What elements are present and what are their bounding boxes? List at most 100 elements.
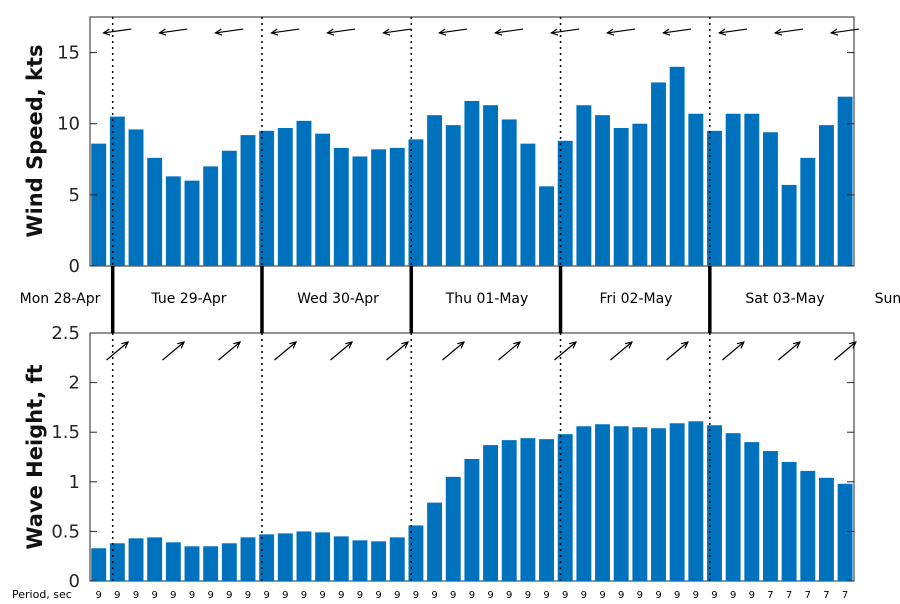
wave-direction-arrow <box>722 341 745 361</box>
wind-bar <box>408 139 424 266</box>
wave-bar <box>651 428 666 581</box>
day-label: Sun <box>875 291 900 307</box>
wind-direction-arrow <box>214 28 244 36</box>
wind-bar <box>539 186 554 266</box>
wave-direction-arrow <box>106 341 130 361</box>
wind-bar <box>277 127 293 266</box>
wind-direction-arrow <box>717 28 748 36</box>
wave-direction-arrow <box>330 341 354 361</box>
wave-y-tick-label: 0 <box>69 571 80 592</box>
wind-bar <box>744 113 760 266</box>
period-value: 9 <box>96 590 102 600</box>
wave-bar <box>277 533 293 581</box>
wave-bar <box>147 537 163 581</box>
wave-bar <box>800 470 816 581</box>
wind-y-axis-title: Wind Speed, kts <box>23 44 47 237</box>
period-value: 9 <box>263 590 269 600</box>
wind-bar <box>632 123 648 267</box>
period-value: 9 <box>525 590 531 600</box>
wind-direction-arrow <box>102 28 132 36</box>
period-value: 9 <box>301 590 307 600</box>
period-values: 9 9 9 9 9 9 9 9 9 9 9 9 9 9 9 9 9 9 9 9 9 9 9 9 9 9 9 9 9 9 9 9 9 9 9 9 7 7 7 7… <box>96 590 849 601</box>
wave-y-tick-label: 2.5 <box>51 323 80 344</box>
wave-bar <box>184 546 200 581</box>
wind-bar <box>128 129 144 266</box>
wave-bar <box>128 538 144 581</box>
period-value: 9 <box>674 590 680 600</box>
wind-bar <box>595 115 610 267</box>
wave-direction-arrow <box>778 341 801 361</box>
wave-bar <box>632 427 648 581</box>
wave-height-panel: 0 0.5 1 1.5 2 2.5 Wave Height, ft <box>23 323 857 592</box>
wave-bar <box>669 423 685 581</box>
wave-bar <box>576 426 592 581</box>
period-value: 9 <box>599 590 605 600</box>
period-value: 9 <box>170 590 176 600</box>
period-value: 9 <box>431 590 437 600</box>
wind-y-axis: 0 5 10 15 <box>57 43 854 277</box>
day-label: Tue 29-Apr <box>150 291 226 307</box>
wind-bar <box>651 82 666 266</box>
wind-bar <box>781 184 797 266</box>
wave-bar <box>520 438 536 581</box>
wave-bar <box>707 425 722 581</box>
wave-bars <box>91 421 853 581</box>
wave-direction-arrows <box>106 341 857 361</box>
wind-direction-arrow <box>549 28 580 36</box>
period-value: 9 <box>282 590 288 600</box>
period-value: 9 <box>655 590 661 600</box>
wave-bar <box>240 537 256 581</box>
period-value: 7 <box>767 590 773 600</box>
day-label: Mon 28-Apr <box>20 291 101 307</box>
wave-bar <box>203 546 219 581</box>
wind-direction-arrow <box>829 28 860 36</box>
wind-bar <box>389 147 405 266</box>
period-value: 9 <box>207 590 213 600</box>
wave-bar <box>483 445 499 581</box>
period-value: 9 <box>543 590 549 600</box>
period-value: 7 <box>823 590 829 600</box>
wave-bar <box>725 433 741 581</box>
wind-direction-arrow <box>326 28 356 36</box>
period-value: 9 <box>562 590 568 600</box>
wave-bar <box>781 461 797 581</box>
wave-bar <box>371 541 387 581</box>
wind-direction-arrow <box>438 28 468 36</box>
period-value: 9 <box>245 590 251 600</box>
wave-bar <box>165 542 181 581</box>
wind-bar <box>445 125 461 266</box>
day-label: Sat 03-May <box>745 291 824 307</box>
period-value: 9 <box>338 590 344 600</box>
wind-bar <box>669 66 685 266</box>
wind-direction-arrow <box>158 28 188 36</box>
wind-bar <box>296 120 312 267</box>
wind-bar <box>800 157 816 266</box>
period-value: 9 <box>226 590 232 600</box>
wind-bar <box>147 157 163 266</box>
period-value: 9 <box>357 590 363 600</box>
wave-bar <box>352 540 368 581</box>
wind-bar <box>763 132 778 266</box>
wave-direction-arrow <box>218 341 242 361</box>
wind-direction-arrow <box>493 28 524 36</box>
wind-direction-arrow <box>382 28 412 36</box>
wind-direction-arrow <box>773 28 804 36</box>
wave-bar <box>91 548 107 581</box>
wind-bar <box>91 143 107 266</box>
wave-bar <box>389 537 405 581</box>
wind-bar <box>352 156 368 266</box>
wave-y-axis-title: Wave Height, ft <box>23 364 47 549</box>
wind-y-tick-label: 10 <box>57 114 80 135</box>
period-value: 9 <box>189 590 195 600</box>
wave-bar <box>464 458 480 581</box>
wind-bar <box>725 113 741 266</box>
wind-bar <box>240 135 256 266</box>
wave-bar <box>688 421 704 581</box>
wind-bar <box>818 125 834 266</box>
wind-bar <box>837 96 853 267</box>
period-value: 9 <box>375 590 381 600</box>
wind-bar <box>688 113 704 266</box>
period-value: 9 <box>413 590 419 600</box>
